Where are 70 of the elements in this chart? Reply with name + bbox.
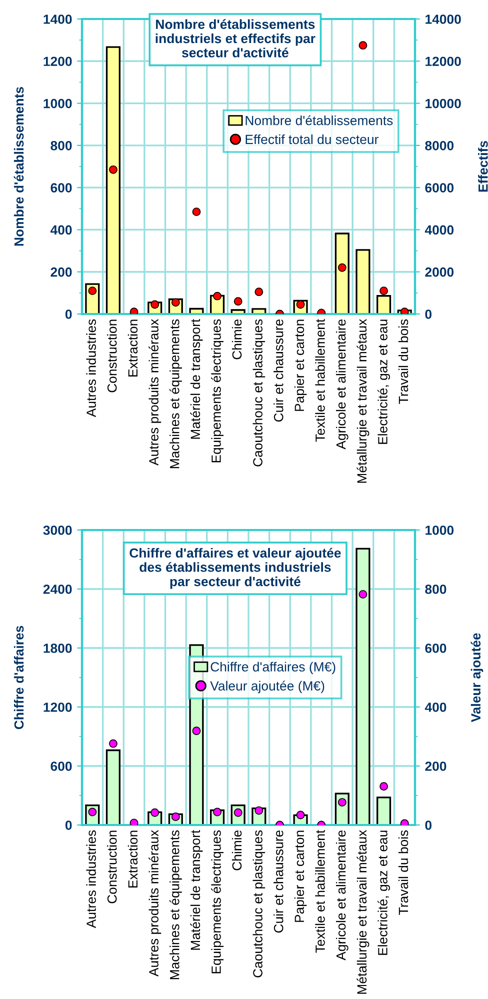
y-tick-label: 0 (65, 310, 72, 319)
x-tick-label: Construction (107, 320, 117, 392)
x-tick-label: Agricole et alimentaire (336, 319, 348, 450)
x-tick-label: Chimie (232, 319, 242, 360)
y2-tick-label: 10000 (426, 98, 461, 108)
y2-tick-label: 12000 (426, 56, 461, 66)
y2-tick-label: 0 (425, 310, 432, 319)
x-tick-label: Matériel de transport (190, 830, 203, 950)
x-tick-label: Autres industries (86, 830, 96, 928)
y-tick-label: 1000 (44, 98, 72, 108)
x-tick-label: Chimie (232, 830, 242, 870)
x-tick-label: Caoutchouc et plastiques (252, 319, 266, 466)
x-tick-label: Papier et carton (294, 320, 307, 411)
legend-label: Nombre d'établissements (246, 115, 393, 126)
text: Nombre d'établissements industriels et effectifs par secteur d'activité (156, 19, 316, 58)
y-tick-label: 1200 (44, 702, 72, 712)
y2-tick-label: 0 (425, 820, 432, 830)
x-tick-label: Machines et équipements (169, 319, 182, 468)
y-tick-label: 1400 (44, 14, 72, 24)
x-tick-label: Electricité, gaz et eau (378, 830, 390, 955)
y2-tick-label: 4000 (424, 225, 454, 235)
y-tick-label: 3000 (43, 526, 72, 535)
y-tick-label: 600 (50, 183, 72, 192)
x-tick-label: Cuir et chaussure (274, 319, 284, 422)
legend-label: Effectif total du secteur (246, 134, 378, 144)
y2-tick-label: 800 (425, 584, 446, 594)
y-axis-title: Chiffre d'affaires (14, 626, 24, 730)
x-tick-label: Autres industries (86, 319, 96, 418)
x-tick-label: Travail du bois (398, 319, 408, 404)
x-tick-label: Textile et habillement (315, 830, 325, 953)
y-tick-label: 1200 (44, 56, 72, 66)
y2-axis-title: Effectifs (478, 141, 488, 192)
x-tick-label: Extraction (128, 830, 138, 888)
y-tick-label: 600 (50, 762, 72, 771)
y-tick-label: 400 (50, 225, 72, 235)
x-tick-label: Agricole et alimentaire (336, 830, 348, 960)
y-tick-label: 2400 (43, 584, 72, 594)
x-tick-label: Papier et carton (294, 830, 307, 922)
y2-tick-label: 8000 (425, 140, 454, 150)
y-tick-label: 0 (65, 820, 72, 830)
y2-tick-label: 1000 (426, 526, 454, 535)
x-tick-label: Equipements électriques (211, 319, 224, 462)
x-tick-label: Construction (107, 830, 117, 904)
x-tick-label: Matériel de transport (190, 318, 203, 439)
x-tick-label: Autres produits minéraux (148, 318, 162, 466)
x-tick-label: Cuir et chaussure (274, 830, 284, 933)
y-tick-label: 800 (50, 140, 72, 150)
x-tick-label: Métallurgie et travail métaux (356, 318, 370, 483)
y-tick-label: 1800 (44, 644, 72, 653)
y2-tick-label: 2000 (425, 267, 454, 277)
y-axis-title: Nombre d'établissements (14, 87, 24, 246)
x-tick-label: Electricité, gaz et eau (378, 320, 390, 444)
x-tick-label: Machines et équipements (169, 830, 182, 980)
x-tick-label: Métallurgie et travail métaux (356, 830, 370, 994)
y2-tick-label: 200 (425, 762, 446, 771)
y2-axis-title: Valeur ajoutée (470, 633, 484, 722)
y2-tick-label: 14000 (426, 14, 461, 24)
y2-tick-label: 400 (424, 702, 446, 712)
x-tick-label: Extraction (128, 320, 138, 376)
text: Chiffre d'affaires et valeur ajoutée des établissements industriels par secteur d'activité (130, 548, 341, 589)
x-tick-label: Autres produits minéraux (148, 830, 162, 976)
x-tick-label: Travail du bois (398, 830, 408, 915)
y-tick-label: 200 (50, 267, 72, 277)
y2-tick-label: 600 (425, 644, 446, 653)
y2-tick-label: 6000 (425, 183, 454, 192)
legend-label: Chiffre d'affaires (M€) (210, 662, 336, 674)
legend-label: Valeur ajoutée (M€) (210, 680, 324, 694)
x-tick-label: Caoutchouc et plastiques (252, 830, 266, 978)
x-tick-label: Equipements électriques (211, 830, 224, 974)
x-tick-label: Textile et habillement (315, 318, 325, 442)
